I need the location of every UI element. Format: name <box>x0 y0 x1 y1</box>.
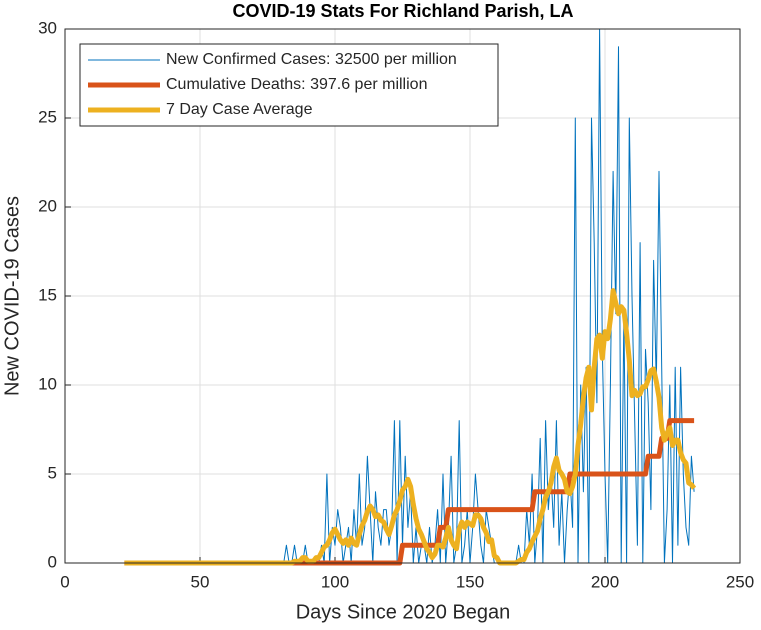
legend-label: New Confirmed Cases: 32500 per million <box>166 51 457 68</box>
legend-label: 7 Day Case Average <box>166 101 313 118</box>
x-tick-label: 100 <box>321 572 349 591</box>
x-tick-label: 0 <box>60 572 69 591</box>
x-axis-label: Days Since 2020 Began <box>296 601 511 623</box>
x-tick-label: 250 <box>726 572 754 591</box>
y-tick-label: 0 <box>48 552 57 571</box>
y-tick-label: 30 <box>38 18 57 37</box>
y-tick-label: 25 <box>38 107 57 126</box>
y-axis-label: New COVID-19 Cases <box>1 196 23 396</box>
x-tick-label: 200 <box>591 572 619 591</box>
y-tick-label: 15 <box>38 285 57 304</box>
axes-box <box>64 28 741 564</box>
y-tick-label: 10 <box>38 374 57 393</box>
chart-title: COVID-19 Stats For Richland Parish, LA <box>232 1 573 21</box>
x-tick-label: 150 <box>456 572 484 591</box>
legend-label: Cumulative Deaths: 397.6 per million <box>166 76 427 93</box>
y-tick-label: 20 <box>38 196 57 215</box>
x-tick-label: 50 <box>191 572 210 591</box>
y-tick-label: 5 <box>48 463 57 482</box>
